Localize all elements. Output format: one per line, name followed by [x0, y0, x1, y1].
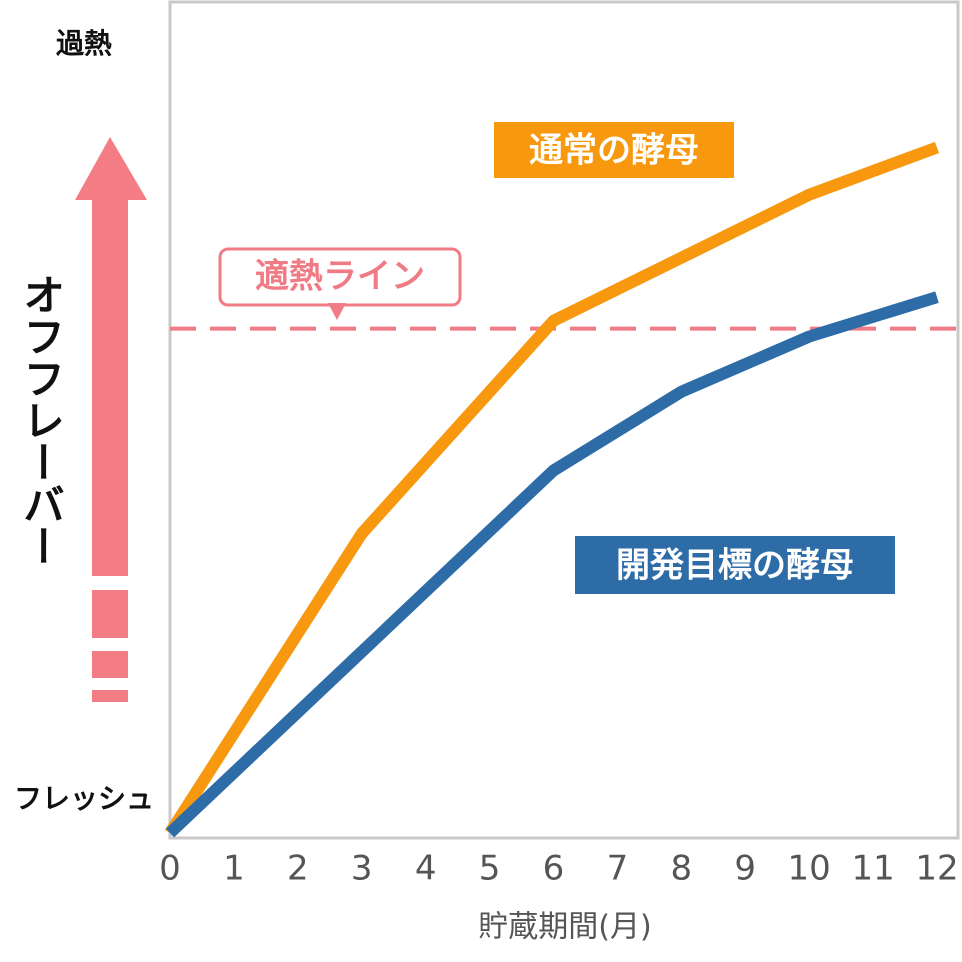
arrow-dash — [92, 590, 128, 638]
arrow-head — [75, 137, 147, 200]
x-tick-label: 9 — [734, 849, 756, 889]
y-tick-label: フレッシュ — [14, 782, 154, 815]
series-line — [164, 141, 940, 837]
x-tick-label: 11 — [851, 849, 894, 889]
x-tick-label: 1 — [223, 849, 245, 889]
x-tick-label: 12 — [915, 849, 958, 889]
arrow-dash — [92, 651, 128, 678]
legend-box — [575, 536, 895, 594]
x-tick-label: 4 — [415, 849, 437, 889]
x-tick-label: 5 — [479, 849, 501, 889]
legend-box — [494, 122, 734, 178]
arrow-dash — [92, 690, 128, 702]
x-tick-label: 3 — [351, 849, 373, 889]
arrow-body — [92, 198, 128, 576]
legend-label: 通常の酵母 — [529, 131, 699, 171]
threshold-label: 適熱ライン — [255, 257, 425, 297]
series-line — [165, 291, 939, 838]
x-tick-label: 8 — [671, 849, 693, 889]
y-tick-label: 過熱 — [56, 27, 112, 60]
y-axis-label: オフフレーバー — [17, 273, 66, 567]
x-tick-label: 0 — [159, 849, 181, 889]
x-tick-label: 2 — [287, 849, 309, 889]
legend-label: 開発目標の酵母 — [616, 546, 854, 586]
callout-pointer — [328, 303, 346, 320]
x-tick-label: 7 — [607, 849, 629, 889]
x-tick-label: 10 — [788, 849, 831, 889]
plot-frame — [168, 0, 960, 840]
x-tick-label: 6 — [543, 849, 565, 889]
x-axis-label: 貯蔵期間(月) — [478, 910, 651, 945]
